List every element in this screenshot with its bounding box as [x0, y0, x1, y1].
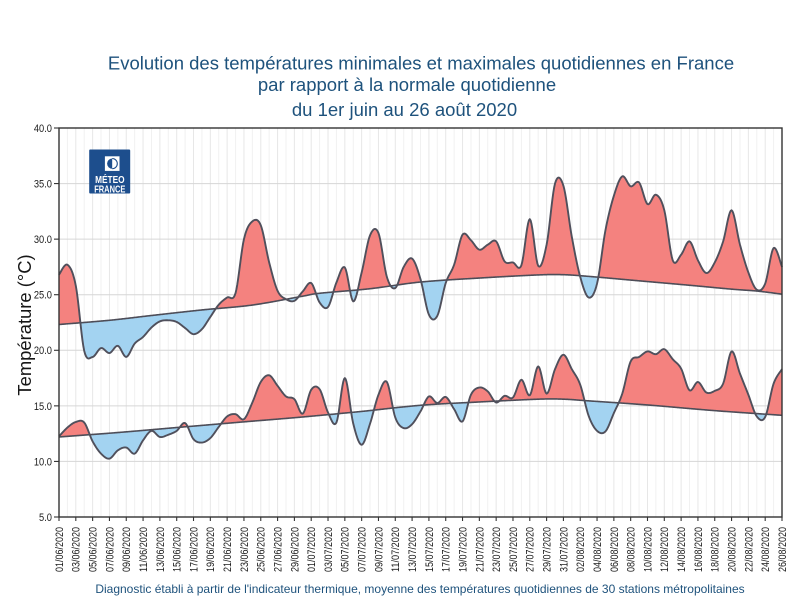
svg-text:35.0: 35.0: [34, 179, 52, 191]
svg-text:14/08/2020: 14/08/2020: [676, 527, 688, 572]
svg-text:11/07/2020: 11/07/2020: [390, 527, 402, 572]
svg-text:19/06/2020: 19/06/2020: [205, 527, 217, 572]
svg-text:20.0: 20.0: [34, 345, 52, 357]
svg-text:17/06/2020: 17/06/2020: [188, 527, 200, 572]
svg-text:02/08/2020: 02/08/2020: [575, 527, 587, 572]
svg-text:10/08/2020: 10/08/2020: [642, 527, 654, 572]
svg-text:40.0: 40.0: [34, 123, 52, 135]
svg-text:26/08/2020: 26/08/2020: [777, 527, 789, 572]
svg-text:08/08/2020: 08/08/2020: [626, 527, 638, 572]
svg-text:13/06/2020: 13/06/2020: [155, 527, 167, 572]
svg-text:31/07/2020: 31/07/2020: [558, 527, 570, 572]
svg-text:05/06/2020: 05/06/2020: [88, 527, 100, 572]
svg-text:03/07/2020: 03/07/2020: [323, 527, 335, 572]
svg-text:20/08/2020: 20/08/2020: [726, 527, 738, 572]
svg-text:FRANCE: FRANCE: [94, 184, 125, 195]
svg-text:15/07/2020: 15/07/2020: [424, 527, 436, 572]
svg-text:18/08/2020: 18/08/2020: [710, 527, 722, 572]
svg-text:27/06/2020: 27/06/2020: [272, 527, 284, 572]
svg-text:par rapport à la normale quoti: par rapport à la normale quotidienne: [258, 74, 556, 95]
svg-text:11/06/2020: 11/06/2020: [138, 527, 150, 572]
svg-text:25/07/2020: 25/07/2020: [508, 527, 520, 572]
svg-text:23/06/2020: 23/06/2020: [239, 527, 251, 572]
svg-text:07/06/2020: 07/06/2020: [104, 527, 116, 572]
svg-text:17/07/2020: 17/07/2020: [441, 527, 453, 572]
svg-text:01/06/2020: 01/06/2020: [54, 527, 66, 572]
svg-text:01/07/2020: 01/07/2020: [306, 527, 318, 572]
svg-text:07/07/2020: 07/07/2020: [357, 527, 369, 572]
svg-text:03/06/2020: 03/06/2020: [71, 527, 83, 572]
svg-text:09/06/2020: 09/06/2020: [121, 527, 133, 572]
svg-text:30.0: 30.0: [34, 234, 52, 246]
svg-text:Diagnostic établi à partir de: Diagnostic établi à partir de l'indicate…: [95, 582, 744, 596]
svg-text:21/07/2020: 21/07/2020: [474, 527, 486, 572]
svg-text:5.0: 5.0: [39, 512, 52, 524]
svg-text:Evolution des températures min: Evolution des températures minimales et …: [108, 53, 734, 74]
svg-text:04/08/2020: 04/08/2020: [592, 527, 604, 572]
svg-text:12/08/2020: 12/08/2020: [659, 527, 671, 572]
svg-text:09/07/2020: 09/07/2020: [373, 527, 385, 572]
svg-text:24/08/2020: 24/08/2020: [760, 527, 772, 572]
svg-text:MÉTEO: MÉTEO: [95, 173, 125, 186]
svg-text:Température (°C): Température (°C): [14, 254, 35, 395]
svg-text:10.0: 10.0: [34, 456, 52, 468]
svg-text:19/07/2020: 19/07/2020: [457, 527, 469, 572]
svg-text:du 1er juin au 26 août 2020: du 1er juin au 26 août 2020: [292, 99, 517, 120]
svg-text:06/08/2020: 06/08/2020: [609, 527, 621, 572]
svg-text:23/07/2020: 23/07/2020: [491, 527, 503, 572]
svg-text:29/07/2020: 29/07/2020: [542, 527, 554, 572]
svg-text:21/06/2020: 21/06/2020: [222, 527, 234, 572]
svg-text:16/08/2020: 16/08/2020: [693, 527, 705, 572]
svg-text:27/07/2020: 27/07/2020: [525, 527, 537, 572]
svg-text:29/06/2020: 29/06/2020: [289, 527, 301, 572]
svg-text:15/06/2020: 15/06/2020: [172, 527, 184, 572]
svg-text:05/07/2020: 05/07/2020: [340, 527, 352, 572]
svg-text:15.0: 15.0: [34, 401, 52, 413]
svg-text:25/06/2020: 25/06/2020: [256, 527, 268, 572]
svg-text:22/08/2020: 22/08/2020: [743, 527, 755, 572]
svg-text:25.0: 25.0: [34, 290, 52, 302]
svg-text:13/07/2020: 13/07/2020: [407, 527, 419, 572]
